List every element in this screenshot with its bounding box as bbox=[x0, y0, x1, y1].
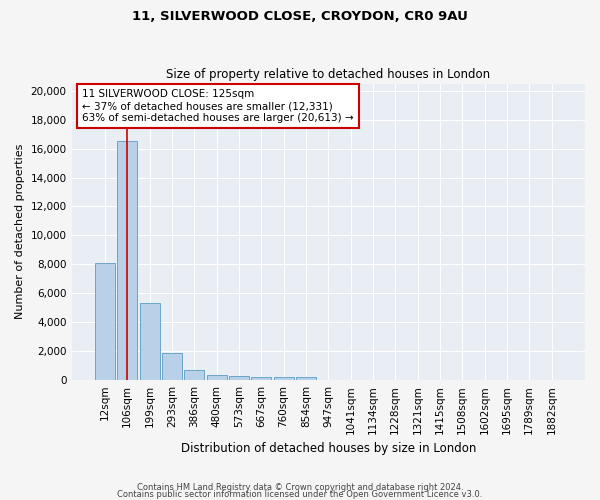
Bar bbox=[251, 377, 271, 380]
Bar bbox=[140, 304, 160, 380]
Bar bbox=[274, 377, 293, 380]
Bar bbox=[229, 376, 249, 380]
Text: 11 SILVERWOOD CLOSE: 125sqm
← 37% of detached houses are smaller (12,331)
63% of: 11 SILVERWOOD CLOSE: 125sqm ← 37% of det… bbox=[82, 90, 353, 122]
Title: Size of property relative to detached houses in London: Size of property relative to detached ho… bbox=[166, 68, 490, 81]
Bar bbox=[296, 378, 316, 380]
Text: 11, SILVERWOOD CLOSE, CROYDON, CR0 9AU: 11, SILVERWOOD CLOSE, CROYDON, CR0 9AU bbox=[132, 10, 468, 23]
Bar bbox=[95, 263, 115, 380]
Bar bbox=[206, 374, 227, 380]
Bar bbox=[184, 370, 205, 380]
Text: Contains HM Land Registry data © Crown copyright and database right 2024.: Contains HM Land Registry data © Crown c… bbox=[137, 484, 463, 492]
Text: Contains public sector information licensed under the Open Government Licence v3: Contains public sector information licen… bbox=[118, 490, 482, 499]
X-axis label: Distribution of detached houses by size in London: Distribution of detached houses by size … bbox=[181, 442, 476, 455]
Y-axis label: Number of detached properties: Number of detached properties bbox=[15, 144, 25, 320]
Bar bbox=[117, 142, 137, 380]
Bar bbox=[162, 354, 182, 380]
